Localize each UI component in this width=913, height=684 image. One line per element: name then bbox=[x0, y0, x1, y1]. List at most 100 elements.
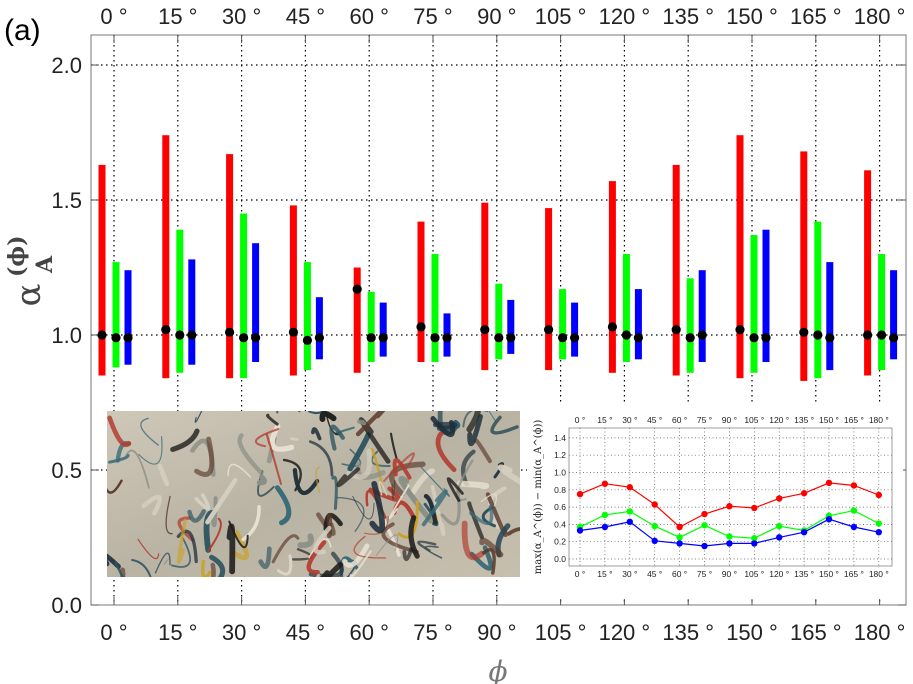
inset-x-tick-label-top: 120 ° bbox=[769, 415, 789, 425]
paint-stroke bbox=[154, 552, 171, 574]
y-axis-label-sub: A bbox=[32, 255, 58, 274]
range-bar bbox=[188, 259, 196, 365]
paint-stroke bbox=[392, 500, 417, 521]
mean-marker bbox=[161, 325, 171, 335]
paint-stroke bbox=[479, 537, 504, 558]
inset-point bbox=[651, 537, 658, 545]
mean-marker bbox=[558, 333, 568, 343]
mean-marker bbox=[288, 327, 298, 337]
paint-stroke bbox=[170, 428, 200, 452]
paint-stroke bbox=[209, 554, 226, 577]
range-bar bbox=[252, 243, 260, 362]
mean-marker bbox=[621, 330, 632, 340]
x-tick-label-bottom: 30 ° bbox=[222, 620, 261, 645]
paint-stroke bbox=[455, 459, 474, 502]
paint-stroke bbox=[120, 567, 126, 577]
x-tick-label-bottom: 45 ° bbox=[286, 620, 325, 645]
paint-stroke bbox=[194, 493, 211, 511]
paint-stroke bbox=[435, 431, 457, 473]
inset-point bbox=[676, 540, 683, 547]
paint-stroke bbox=[481, 493, 498, 507]
range-bar bbox=[431, 254, 439, 362]
inset-x-tick-label-top: 90 ° bbox=[722, 415, 737, 425]
inset-point bbox=[576, 527, 584, 534]
mean-marker bbox=[366, 333, 376, 343]
x-tick-label-top: 165 ° bbox=[790, 4, 842, 29]
x-tick-label-bottom: 105 ° bbox=[535, 620, 587, 645]
paint-stroke bbox=[187, 509, 206, 523]
inset-x-tick-label-bottom: 75 ° bbox=[697, 569, 712, 579]
inset-point bbox=[626, 508, 633, 515]
paint-stroke bbox=[355, 411, 386, 437]
x-tick-label-bottom: 180 ° bbox=[854, 620, 906, 645]
x-tick-label-bottom: 60 ° bbox=[350, 620, 389, 645]
range-bar bbox=[289, 205, 297, 376]
paint-stroke bbox=[466, 411, 481, 433]
inset-point bbox=[850, 507, 858, 514]
paint-stroke bbox=[336, 496, 365, 532]
mean-marker bbox=[378, 333, 388, 343]
range-bar bbox=[698, 270, 706, 362]
inset-x-tick-label-bottom: 105 ° bbox=[744, 569, 764, 579]
inset-point bbox=[776, 522, 783, 530]
inset-y-tick-label: 0.6 bbox=[554, 502, 566, 512]
inset-x-tick-label-bottom: 15 ° bbox=[597, 569, 612, 579]
inset-point bbox=[726, 533, 733, 540]
inset-point bbox=[601, 511, 609, 519]
paint-stroke bbox=[226, 523, 236, 575]
x-tick-label-bottom: 15 ° bbox=[158, 620, 197, 645]
paint-stroke bbox=[410, 468, 435, 495]
paint-stroke bbox=[228, 520, 249, 549]
paint-stroke bbox=[107, 415, 132, 447]
paint-stroke bbox=[124, 449, 150, 489]
paint-stroke bbox=[408, 515, 420, 559]
paint-stroke bbox=[163, 558, 169, 565]
x-tick-label-top: 180 ° bbox=[854, 4, 906, 29]
x-tick-label-bottom: 75 ° bbox=[413, 620, 452, 645]
x-tick-label-bottom: 165 ° bbox=[790, 620, 842, 645]
mean-marker bbox=[430, 333, 440, 343]
inset-point bbox=[601, 523, 609, 531]
range-bar bbox=[495, 283, 503, 360]
paint-stroke bbox=[398, 475, 434, 524]
paint-stroke bbox=[265, 413, 279, 426]
paint-stroke bbox=[331, 475, 338, 510]
x-tick-label-bottom: 135 ° bbox=[662, 620, 714, 645]
paint-stroke bbox=[446, 477, 464, 502]
inset-point bbox=[626, 484, 633, 491]
paint-stroke bbox=[265, 433, 282, 485]
range-bar bbox=[240, 213, 248, 379]
x-tick-label-top: 30 ° bbox=[222, 4, 261, 29]
range-bar bbox=[686, 278, 694, 373]
paint-stroke bbox=[474, 438, 492, 464]
mean-marker bbox=[749, 333, 759, 343]
paint-stroke bbox=[227, 463, 252, 478]
x-tick-label-bottom: 90 ° bbox=[477, 620, 516, 645]
inset-point bbox=[751, 540, 758, 547]
paint-stroke bbox=[254, 428, 280, 448]
mean-marker bbox=[685, 333, 695, 343]
paint-stroke bbox=[389, 461, 426, 497]
mean-marker bbox=[97, 330, 107, 340]
range-bar bbox=[507, 299, 515, 354]
paint-stroke bbox=[421, 489, 448, 527]
x-tick-label-bottom: 150 ° bbox=[726, 620, 778, 645]
inset-point bbox=[651, 522, 658, 530]
inset-x-tick-label-bottom: 0 ° bbox=[575, 569, 586, 579]
paint-stroke bbox=[138, 436, 163, 465]
mean-marker bbox=[799, 327, 809, 337]
range-bar bbox=[559, 289, 567, 360]
mean-marker bbox=[813, 330, 823, 340]
range-bar bbox=[367, 291, 375, 362]
inset-y-axis-label: max(α_A^(ϕ)) − min(α_A^(ϕ)) bbox=[533, 420, 544, 575]
paint-stroke bbox=[315, 573, 321, 577]
paint-stroke bbox=[433, 422, 458, 430]
mean-marker bbox=[607, 322, 618, 332]
paint-stroke bbox=[165, 495, 173, 535]
range-bar bbox=[226, 154, 234, 379]
inset-x-tick-label-top: 165 ° bbox=[844, 415, 864, 425]
paint-stroke bbox=[201, 559, 212, 577]
paint-stroke bbox=[490, 415, 519, 435]
y-tick-label: 0.0 bbox=[51, 593, 82, 618]
